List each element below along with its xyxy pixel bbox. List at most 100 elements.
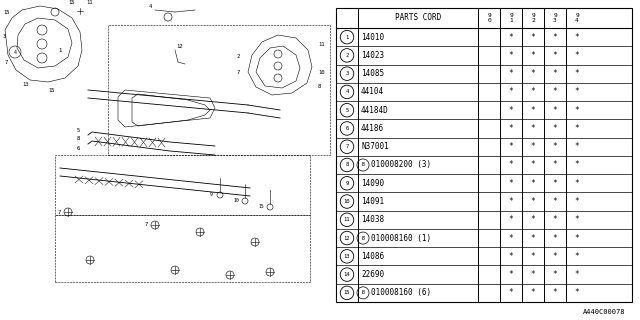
Text: 9
4: 9 4 xyxy=(575,13,579,23)
Text: *: * xyxy=(553,197,557,206)
Text: *: * xyxy=(575,197,579,206)
Text: *: * xyxy=(509,234,513,243)
Text: 12: 12 xyxy=(177,44,183,50)
Text: 14090: 14090 xyxy=(361,179,384,188)
Text: *: * xyxy=(553,270,557,279)
Text: PARTS CORD: PARTS CORD xyxy=(395,13,441,22)
Text: 010008200 (3): 010008200 (3) xyxy=(371,161,431,170)
Text: *: * xyxy=(575,270,579,279)
Text: 010008160 (6): 010008160 (6) xyxy=(371,288,431,297)
Text: A440C00078: A440C00078 xyxy=(582,309,625,315)
Text: *: * xyxy=(531,197,535,206)
Text: 14: 14 xyxy=(344,272,350,277)
Text: 9: 9 xyxy=(209,193,212,197)
Text: 44186: 44186 xyxy=(361,124,384,133)
Text: *: * xyxy=(509,87,513,96)
Text: 13: 13 xyxy=(344,254,350,259)
Text: 11: 11 xyxy=(344,217,350,222)
Text: *: * xyxy=(575,142,579,151)
Text: *: * xyxy=(531,215,535,224)
Text: 44104: 44104 xyxy=(361,87,384,96)
Text: *: * xyxy=(553,234,557,243)
Text: *: * xyxy=(509,51,513,60)
Text: 2: 2 xyxy=(346,53,349,58)
Text: 9
2: 9 2 xyxy=(531,13,535,23)
Text: 9
1: 9 1 xyxy=(509,13,513,23)
Text: 4: 4 xyxy=(148,4,152,9)
Text: N37001: N37001 xyxy=(361,142,388,151)
Text: 4: 4 xyxy=(13,50,17,54)
Text: *: * xyxy=(553,33,557,42)
Text: 10: 10 xyxy=(344,199,350,204)
Text: *: * xyxy=(553,161,557,170)
Text: *: * xyxy=(553,51,557,60)
Text: 7: 7 xyxy=(5,60,8,65)
Text: *: * xyxy=(553,142,557,151)
Text: 9
3: 9 3 xyxy=(553,13,557,23)
Text: 7: 7 xyxy=(145,222,148,228)
Text: *: * xyxy=(575,179,579,188)
Text: *: * xyxy=(575,33,579,42)
Text: 13: 13 xyxy=(22,83,29,87)
Text: 9
0: 9 0 xyxy=(487,13,491,23)
Text: *: * xyxy=(509,33,513,42)
Text: *: * xyxy=(575,252,579,261)
Text: 22690: 22690 xyxy=(361,270,384,279)
Text: 2: 2 xyxy=(237,54,240,60)
Text: *: * xyxy=(509,215,513,224)
Text: *: * xyxy=(575,124,579,133)
Text: *: * xyxy=(531,288,535,297)
Text: *: * xyxy=(509,69,513,78)
Text: *: * xyxy=(575,87,579,96)
Text: 14010: 14010 xyxy=(361,33,384,42)
Text: *: * xyxy=(575,106,579,115)
Text: *: * xyxy=(531,106,535,115)
Text: *: * xyxy=(531,69,535,78)
Text: *: * xyxy=(509,124,513,133)
Text: 14038: 14038 xyxy=(361,215,384,224)
Text: 15: 15 xyxy=(258,204,264,210)
Text: 10: 10 xyxy=(233,198,239,204)
Text: *: * xyxy=(575,288,579,297)
Text: *: * xyxy=(509,161,513,170)
Text: B: B xyxy=(362,290,364,295)
Text: 10: 10 xyxy=(318,69,324,75)
Text: 7: 7 xyxy=(58,210,61,214)
Text: 7: 7 xyxy=(346,144,349,149)
Text: 1: 1 xyxy=(346,35,349,40)
Text: *: * xyxy=(531,87,535,96)
Text: 15: 15 xyxy=(48,87,54,92)
Text: *: * xyxy=(509,142,513,151)
Text: 15: 15 xyxy=(3,10,10,14)
Text: *: * xyxy=(575,161,579,170)
Text: 8: 8 xyxy=(318,84,321,89)
Text: *: * xyxy=(531,51,535,60)
Text: *: * xyxy=(509,270,513,279)
Text: *: * xyxy=(509,197,513,206)
Text: 4: 4 xyxy=(346,89,349,94)
Text: *: * xyxy=(553,87,557,96)
Text: *: * xyxy=(553,106,557,115)
Text: *: * xyxy=(531,252,535,261)
Text: 6: 6 xyxy=(76,146,79,150)
Text: *: * xyxy=(531,124,535,133)
Text: *: * xyxy=(531,161,535,170)
Text: *: * xyxy=(509,252,513,261)
Text: *: * xyxy=(575,69,579,78)
Text: *: * xyxy=(553,288,557,297)
Text: 14085: 14085 xyxy=(361,69,384,78)
Text: *: * xyxy=(553,69,557,78)
Text: *: * xyxy=(553,124,557,133)
Text: *: * xyxy=(509,179,513,188)
Text: 12: 12 xyxy=(344,236,350,241)
Text: *: * xyxy=(575,234,579,243)
Text: 15: 15 xyxy=(344,290,350,295)
Text: 15: 15 xyxy=(68,1,76,5)
Text: 14086: 14086 xyxy=(361,252,384,261)
Text: *: * xyxy=(531,179,535,188)
Text: 5: 5 xyxy=(346,108,349,113)
Text: 6: 6 xyxy=(346,126,349,131)
Text: *: * xyxy=(553,252,557,261)
Text: *: * xyxy=(531,270,535,279)
Text: *: * xyxy=(553,215,557,224)
